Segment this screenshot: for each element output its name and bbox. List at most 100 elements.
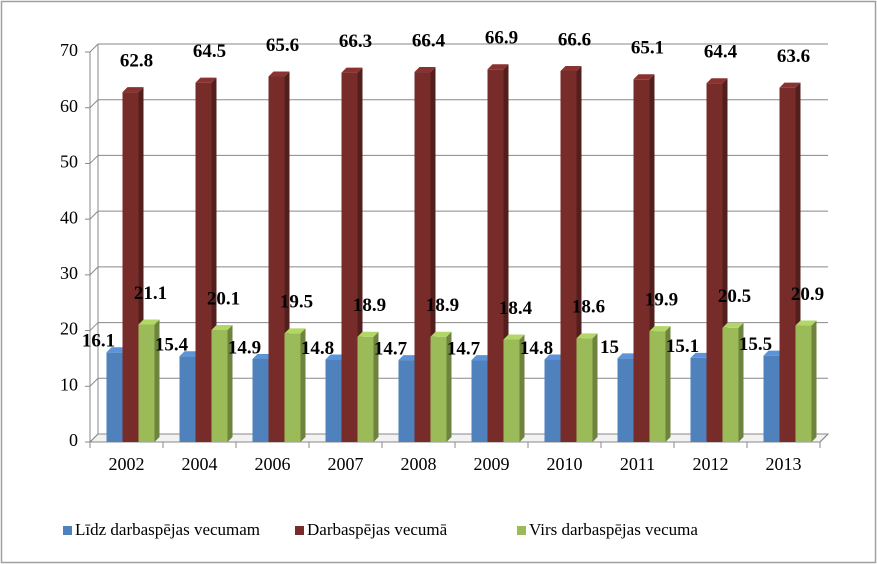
value-label: 19.5 [280,292,313,313]
value-label: 14.9 [228,337,261,358]
x-tick-label: 2009 [474,454,510,474]
value-label: 63.6 [777,46,810,67]
bar [722,327,739,442]
legend-swatch [295,526,304,535]
bar-side [446,331,452,442]
y-tick-label: 70 [60,40,78,60]
x-tick-label: 2004 [182,454,218,474]
bar-top [503,334,525,340]
bar-side [811,320,817,442]
x-tick-label: 2012 [693,454,729,474]
bar-top [487,64,509,70]
bar-top [576,333,598,339]
y-tick-label: 60 [60,96,78,116]
bar [795,325,812,442]
value-label: 64.4 [704,42,738,63]
bar-top [414,67,436,73]
bar-top [706,78,728,84]
bar [268,76,285,442]
x-tick-label: 2007 [328,454,364,474]
x-tick-label: 2013 [766,454,802,474]
bar-top [544,354,566,360]
value-label: 66.9 [485,28,518,49]
bar [357,336,374,442]
grid-side [89,155,99,164]
bar-top [617,353,639,359]
bar-side [519,334,525,442]
bar-side [300,328,306,442]
bar [138,324,155,442]
grid-side [89,210,99,220]
value-label: 65.6 [266,35,299,56]
value-label: 18.9 [353,295,386,316]
bar-top [195,77,217,83]
bar [544,359,561,442]
bar [398,360,415,442]
bar [690,357,707,442]
value-label: 15.4 [155,335,189,356]
bar-top [471,355,493,361]
x-tick-label: 2011 [620,454,655,474]
bar [341,72,358,442]
bar-side [592,333,598,442]
bar-top [252,353,274,359]
bar [325,359,342,442]
bar-top [325,354,347,360]
value-label: 14.8 [520,338,553,359]
legend-swatch [517,526,526,535]
value-label: 21.1 [134,283,167,304]
grid-side [89,433,99,443]
y-tick-label: 0 [69,430,78,450]
value-label: 20.5 [718,286,751,307]
value-label: 66.6 [558,29,591,50]
value-label: 20.9 [791,284,824,305]
bar-top [268,71,290,77]
bar [284,333,301,442]
y-tick-label: 50 [60,152,78,172]
grid-side [89,43,99,53]
bar-top [779,82,801,88]
grid-side [89,266,99,276]
value-label: 14.7 [447,338,481,359]
value-label: 18.4 [499,298,533,319]
bar-top [138,319,160,325]
bar-top [211,325,233,331]
bar-top [341,67,363,73]
grid-side [89,99,99,109]
value-label: 64.5 [193,41,226,62]
value-label: 14.8 [301,338,334,359]
bar [617,358,634,442]
bar-side [738,322,744,442]
value-label: 16.1 [82,331,115,352]
x-tick-label: 2010 [547,454,583,474]
grid-side [89,322,99,331]
value-label: 19.9 [645,289,678,310]
bar [179,356,196,442]
bar-top [722,322,744,328]
bar-top [398,355,420,361]
bar [122,92,139,442]
bar-top [106,347,128,353]
value-label: 20.1 [207,288,240,309]
bar [763,355,780,442]
bar [779,87,796,443]
bar [414,72,431,443]
bar-top [179,351,201,357]
y-tick-label: 30 [60,263,78,283]
bar [106,352,123,442]
x-tick-label: 2006 [255,454,291,474]
bar-top [284,328,306,334]
bar [649,331,666,442]
value-label: 18.9 [426,295,459,316]
bar [211,330,228,442]
value-label: 15.5 [739,334,772,355]
bar-side [665,326,671,442]
bar-top [560,65,582,71]
bar [560,70,577,442]
value-label: 62.8 [120,50,153,71]
y-tick-label: 40 [60,207,78,227]
bar-top [649,326,671,332]
bar [576,338,593,442]
